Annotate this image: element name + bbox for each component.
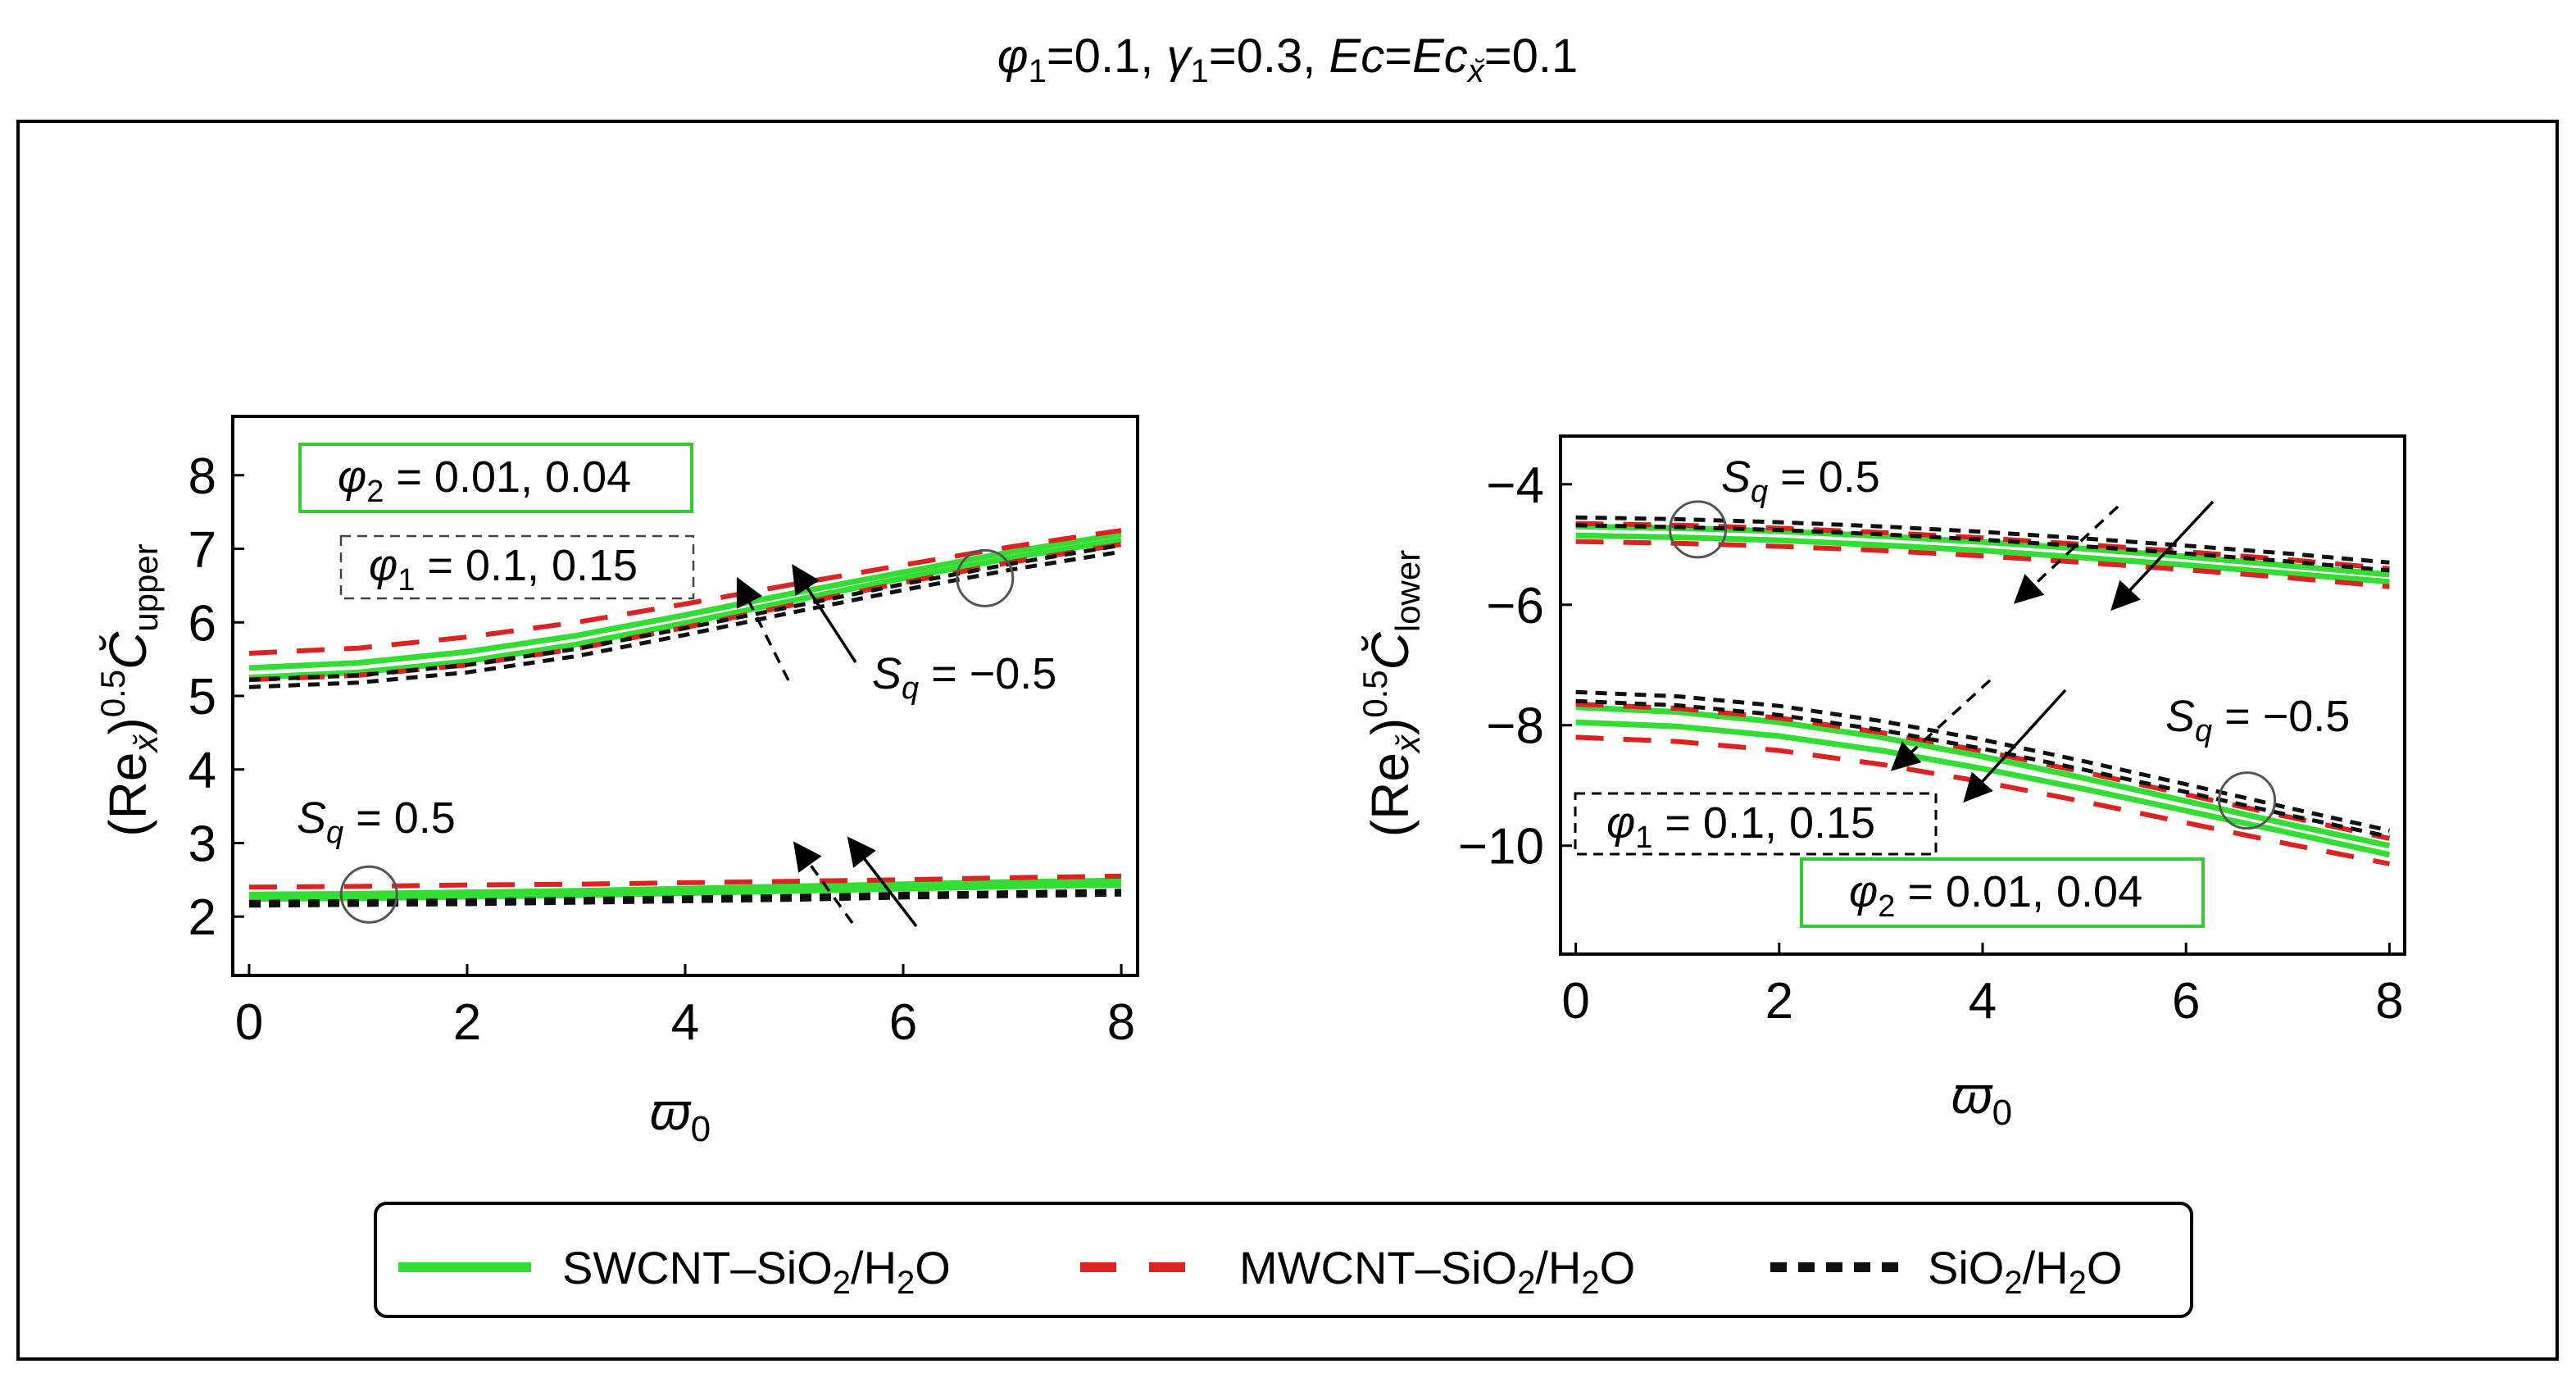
header-gamma-sub: 1 xyxy=(1191,53,1209,89)
y-tick-label: 2 xyxy=(189,889,216,946)
arrow-phi1-top-branch xyxy=(2013,505,2119,604)
header-eq: = xyxy=(1384,30,1412,83)
x-ticks-upper: 0 2 4 6 8 xyxy=(235,964,1135,1051)
y-ticks-lower: −4 −6 −8 −10 xyxy=(1458,457,1572,875)
series-line-sio2-9 xyxy=(248,889,1122,904)
arrow-phi2-upper xyxy=(792,564,857,663)
y-tick-label: −8 xyxy=(1486,698,1544,755)
phi1-label-upper: φ1 = 0.1, 0.15 xyxy=(369,541,638,598)
series-group-lower xyxy=(1575,515,2391,866)
marker-circle xyxy=(2218,771,2277,830)
series-line-mwcnt-8 xyxy=(1575,734,2390,866)
series-line-swcnt-0 xyxy=(1575,523,2390,578)
marker-circle xyxy=(956,548,1015,607)
marker-circles-upper xyxy=(339,548,1015,924)
y-ticks-upper: 2 3 4 5 6 7 8 xyxy=(189,448,244,946)
sq-neg-label-upper: Sq = −0.5 xyxy=(872,649,1056,706)
y-tick-label: 7 xyxy=(189,522,216,579)
sq-pos-label-lower: Sq = 0.5 xyxy=(1721,452,1880,509)
legend-label-swcnt: SWCNT–SiO2/H2O xyxy=(562,1242,951,1301)
x-tick-label: 8 xyxy=(2375,973,2403,1030)
series-line-mwcnt-9 xyxy=(1575,702,2391,841)
series-line-sio2-5 xyxy=(1575,523,2390,573)
series-line-swcnt-0 xyxy=(248,537,1122,681)
legend: SWCNT–SiO2/H2O MWCNT–SiO2/H2O SiO2/H2O xyxy=(374,1202,2193,1318)
sq-neg-label-lower: Sq = −0.5 xyxy=(2165,692,2350,748)
x-axis-label-upper: ϖ0 xyxy=(650,1082,711,1149)
header-ec: Ec xyxy=(1329,30,1385,83)
y-tick-label: 6 xyxy=(189,595,216,652)
phi2-label-upper: φ2 = 0.01, 0.04 xyxy=(338,452,631,509)
outer-frame xyxy=(16,120,2559,1361)
header-gamma: γ xyxy=(1167,30,1193,83)
series-line-swcnt-7 xyxy=(1575,719,2391,858)
header-ec-val: =0.1 xyxy=(1484,30,1579,83)
x-tick-label: 4 xyxy=(1969,973,1997,1030)
arrow-phi1-bottom-branch xyxy=(1890,679,1992,771)
header-gamma-val: =0.3, xyxy=(1209,30,1329,83)
y-axis-label-upper: (Rex̆)0.5C̆upper xyxy=(93,543,165,836)
legend-label-mwcnt: MWCNT–SiO2/H2O xyxy=(1239,1242,1635,1301)
sq-pos-label-upper: Sq = 0.5 xyxy=(297,793,456,850)
arrow-phi2-bottom-branch xyxy=(1963,689,2067,803)
x-axis-label-lower: ϖ0 xyxy=(1951,1066,2012,1133)
phi2-box-upper xyxy=(298,443,693,513)
series-line-swcnt-1 xyxy=(1575,532,2390,585)
arrow-phi2-top-branch xyxy=(2110,500,2215,611)
series-line-sio2-4 xyxy=(1575,515,2390,565)
legend-label-sio2: SiO2/H2O xyxy=(1928,1242,2122,1301)
series-line-swcnt-6 xyxy=(248,882,1122,902)
x-tick-label: 2 xyxy=(1765,973,1793,1030)
series-line-swcnt-1 xyxy=(248,531,1122,671)
legend-frame xyxy=(374,1202,2193,1318)
chart-lower: 0 2 4 6 8 −4 −6 −8 −10 Sq = 0.5 Sq = −0.5 φ1 = … xyxy=(1356,434,2406,1133)
series-line-swcnt-7 xyxy=(248,877,1122,898)
marker-circles-lower xyxy=(1669,500,2277,830)
x-tick-label: 2 xyxy=(453,994,481,1051)
y-tick-label: 3 xyxy=(189,816,216,872)
y-tick-label: 8 xyxy=(189,448,216,505)
marker-circle xyxy=(1669,500,1728,559)
x-tick-label: 4 xyxy=(671,994,699,1051)
x-ticks-lower: 0 2 4 6 8 xyxy=(1561,943,2404,1030)
arrow-phi2-lower-branch xyxy=(847,836,918,928)
x-tick-label: 0 xyxy=(1561,973,1589,1030)
header-ecx-sub: x̆ xyxy=(1466,53,1486,89)
header-phi1-sub: 1 xyxy=(1029,53,1047,89)
y-tick-label: 4 xyxy=(189,743,216,799)
header-phi1: φ xyxy=(997,30,1029,83)
x-tick-label: 8 xyxy=(1107,994,1135,1051)
phi2-label-lower: φ2 = 0.01, 0.04 xyxy=(1849,867,2142,924)
phi1-box-lower xyxy=(1574,792,1938,856)
y-tick-label: −4 xyxy=(1486,457,1544,514)
header-phi1-val: =0.1, xyxy=(1047,30,1167,83)
phi2-box-lower xyxy=(1800,857,2205,928)
x-tick-label: 6 xyxy=(2172,973,2200,1030)
x-tick-label: 6 xyxy=(889,994,917,1051)
x-tick-label: 0 xyxy=(235,994,263,1051)
marker-circle xyxy=(339,865,398,924)
phi1-label-lower: φ1 = 0.1, 0.15 xyxy=(1606,798,1875,855)
series-line-swcnt-6 xyxy=(1575,704,2391,849)
series-line-sio2-4 xyxy=(248,543,1122,682)
figure-header: φ1=0.1, γ1=0.3, Ec=Ecx̆=0.1 xyxy=(997,30,1579,89)
phi1-box-upper xyxy=(339,534,695,600)
series-line-mwcnt-2 xyxy=(1575,539,2390,589)
y-tick-label: −10 xyxy=(1458,819,1544,875)
arrow-phi1-lower-branch xyxy=(793,841,854,925)
series-line-sio2-5 xyxy=(248,549,1122,689)
header-ecx: Ec xyxy=(1412,30,1468,83)
y-tick-label: −6 xyxy=(1486,578,1544,634)
y-tick-label: 5 xyxy=(189,669,216,725)
y-axis-label-lower: (Rex̆)0.5C̆lower xyxy=(1356,550,1427,837)
